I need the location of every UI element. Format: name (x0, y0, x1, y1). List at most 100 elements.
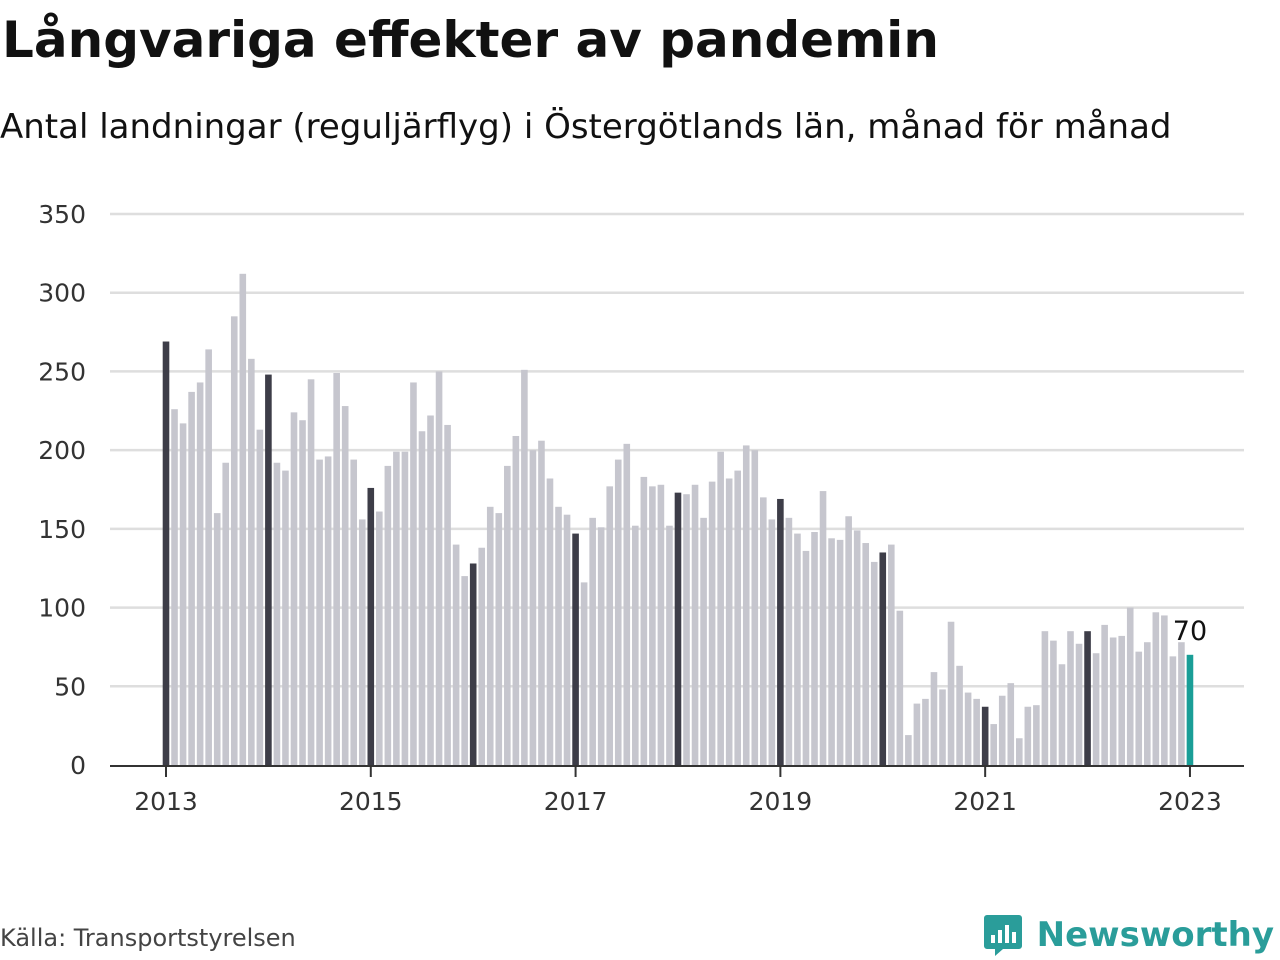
bar-2015-05 (401, 451, 409, 765)
bar-2020-02 (888, 544, 895, 765)
bar-2016-12 (563, 514, 571, 765)
bar-2019-11 (862, 543, 870, 765)
bar-2019-07 (828, 538, 835, 765)
bar-2022-02 (1092, 653, 1100, 765)
bar-2014-02 (273, 462, 281, 765)
bar-2017-01 (572, 533, 579, 765)
bar-2022-12 (1178, 642, 1185, 765)
bar-2013-03 (179, 423, 187, 765)
bar-2016-02 (478, 547, 486, 765)
y-tick-label: 250 (38, 357, 86, 386)
bar-2021-04 (1007, 683, 1015, 765)
bar-2020-04 (905, 735, 912, 765)
bar-2020-01 (879, 552, 887, 765)
bar-2013-04 (188, 391, 195, 765)
x-tick-label: 2023 (1158, 787, 1222, 816)
y-tick-label: 150 (38, 515, 86, 544)
bar-2021-06 (1024, 706, 1032, 765)
bar-2021-07 (1033, 705, 1040, 765)
bar-2017-12 (666, 525, 673, 765)
bar-2016-11 (555, 506, 562, 765)
bar-2014-05 (299, 420, 306, 765)
bar-2019-02 (785, 517, 793, 765)
bar-2022-07 (1135, 651, 1143, 765)
bar-2022-01 (1084, 631, 1091, 765)
bar-2022-04 (1109, 637, 1117, 765)
bar-2022-09 (1152, 612, 1160, 765)
bar-2015-01 (367, 487, 375, 765)
bar-2017-07 (623, 443, 631, 765)
bar-2018-02 (683, 494, 690, 765)
bar-2020-12 (973, 698, 980, 765)
x-tick-label: 2021 (953, 787, 1017, 816)
bar-2023-01 (1186, 654, 1194, 765)
y-axis-tick-labels: 0 50 100 150 200 250 300 350 (38, 200, 86, 780)
bar-2013-06 (205, 349, 212, 765)
bar-2014-09 (333, 373, 340, 765)
bar-2021-10 (1058, 664, 1066, 765)
bar-2021-05 (1016, 738, 1023, 765)
bar-2019-12 (870, 561, 878, 765)
bar-2016-01 (469, 563, 477, 765)
bar-2018-11 (760, 497, 767, 765)
bar-2018-10 (751, 450, 759, 765)
bar-2017-11 (657, 484, 665, 765)
bar-2015-11 (452, 544, 460, 765)
bar-2020-09 (947, 621, 955, 765)
bar-2022-05 (1118, 635, 1125, 765)
bar-2021-08 (1041, 631, 1049, 765)
x-tick-label: 2013 (134, 787, 198, 816)
bar-2013-12 (256, 429, 264, 765)
bar-2019-03 (794, 533, 801, 765)
bar-2021-02 (990, 724, 997, 765)
bar-2020-05 (913, 703, 921, 765)
bar-2017-08 (632, 525, 639, 765)
bar-2015-02 (376, 511, 383, 765)
bar-2020-06 (922, 698, 929, 765)
bar-2019-10 (853, 530, 861, 765)
bar-2018-06 (717, 451, 724, 765)
bar-2017-09 (640, 476, 648, 765)
bar-2019-01 (777, 498, 784, 765)
bar-2019-06 (819, 491, 827, 765)
bar-2014-08 (324, 456, 332, 765)
x-tick-label: 2017 (544, 787, 608, 816)
bar-2020-03 (896, 610, 904, 765)
bar-2014-12 (358, 519, 366, 765)
y-tick-label: 350 (38, 200, 86, 229)
bar-2016-05 (504, 465, 511, 765)
bar-2017-10 (649, 486, 656, 765)
bar-2013-05 (196, 382, 204, 765)
bar-2013-11 (248, 358, 255, 765)
bar-2013-08 (222, 462, 230, 765)
bar-2015-07 (418, 431, 426, 765)
bar-2014-10 (341, 406, 349, 765)
bar-2015-03 (384, 465, 392, 765)
latest-value-label: 70 (1173, 616, 1207, 647)
bar-2017-04 (597, 527, 605, 765)
bar-2019-09 (845, 516, 852, 765)
bar-2013-07 (213, 513, 221, 765)
brand-logo[interactable]: Newsworthy (983, 910, 1274, 960)
bar-2017-02 (580, 582, 588, 765)
bar-2014-11 (350, 459, 358, 765)
bar-2019-08 (836, 539, 844, 765)
x-tick-label: 2015 (339, 787, 403, 816)
bar-2014-07 (316, 459, 323, 765)
bar-2016-10 (546, 478, 554, 765)
bar-2016-03 (486, 506, 494, 765)
bar-2021-03 (998, 695, 1006, 765)
bar-2015-04 (393, 451, 400, 765)
bar-2021-01 (981, 706, 989, 765)
chart-subtitle: Antal landningar (reguljärflyg) i Österg… (0, 107, 1172, 147)
bar-2018-04 (700, 517, 707, 765)
bar-2013-02 (171, 409, 178, 765)
bar-2015-08 (427, 415, 434, 765)
bar-2016-07 (521, 369, 528, 765)
bar-2022-06 (1126, 607, 1134, 765)
annotations: 70 (1173, 616, 1207, 647)
source-note: Källa: Transportstyrelsen (0, 924, 296, 952)
bars (162, 273, 1194, 765)
bar-2013-10 (239, 273, 247, 765)
